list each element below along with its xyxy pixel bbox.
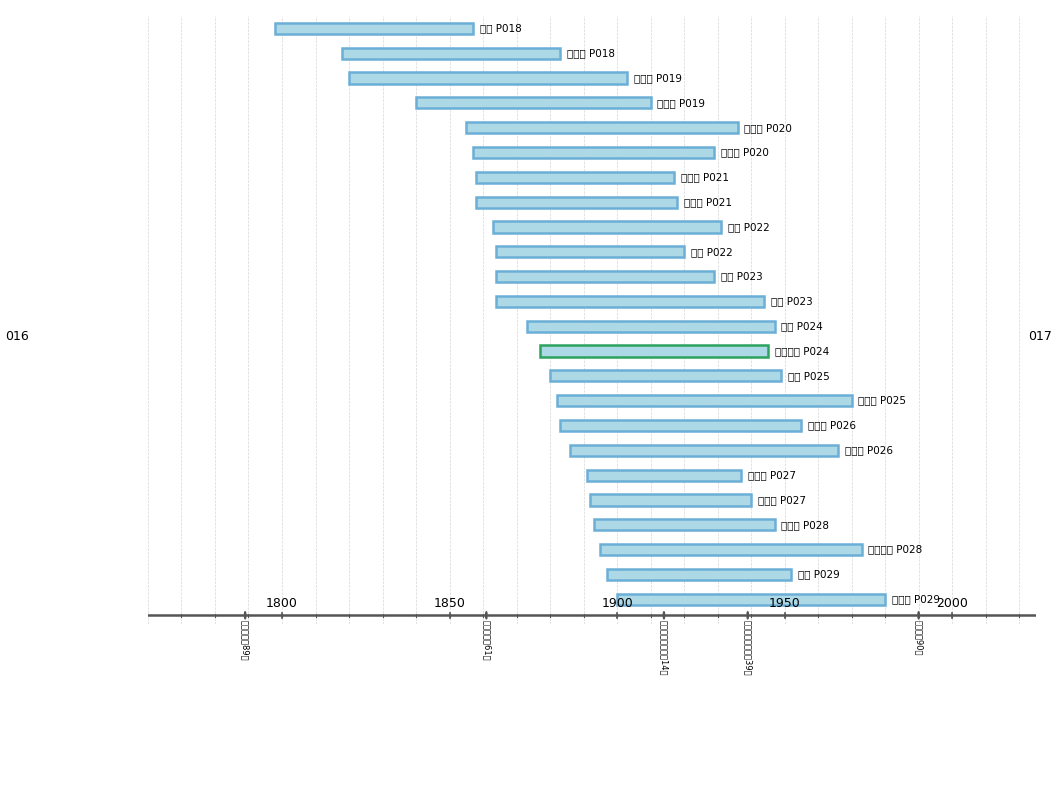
Bar — [477, 197, 678, 208]
Text: 1850: 1850 — [433, 597, 465, 610]
Bar — [557, 395, 852, 406]
Text: 2000: 2000 — [937, 597, 968, 610]
Bar — [526, 321, 775, 332]
Bar — [607, 569, 792, 580]
Bar — [497, 296, 764, 307]
Bar — [550, 370, 781, 382]
Text: 017: 017 — [1027, 330, 1052, 342]
Text: 齊美爾 P021: 齊美爾 P021 — [684, 197, 733, 207]
Text: 加塞特 P026: 加塞特 P026 — [808, 421, 856, 430]
Text: 滕尼斯 P020: 滕尼斯 P020 — [744, 122, 793, 133]
Bar — [275, 23, 472, 34]
Text: 韋伯 P022: 韋伯 P022 — [691, 246, 733, 257]
Text: 第一次世界大戰（14）: 第一次世界大戰（14） — [660, 620, 668, 676]
Bar — [497, 271, 715, 282]
Text: 涂爾幹 P021: 涂爾幹 P021 — [681, 172, 728, 182]
Bar — [560, 420, 801, 431]
Bar — [472, 147, 715, 158]
Text: 佛洛姆 P029: 佛洛姆 P029 — [892, 594, 940, 604]
Text: 1900: 1900 — [601, 597, 633, 610]
Bar — [600, 544, 861, 555]
Text: 法國革命（89）: 法國革命（89） — [241, 620, 249, 661]
Text: 史賓賽 P019: 史賓賽 P019 — [634, 73, 682, 83]
Text: 阿布瓦希 P024: 阿布瓦希 P024 — [775, 346, 829, 356]
Bar — [416, 98, 650, 109]
Bar — [342, 48, 560, 59]
Bar — [590, 494, 752, 506]
Text: 孔德 P018: 孔德 P018 — [480, 23, 521, 34]
Text: 曼海姆 P028: 曼海姆 P028 — [781, 520, 830, 530]
Text: 霍克海默 P028: 霍克海默 P028 — [869, 545, 923, 554]
Bar — [493, 222, 721, 233]
Text: 米德 P022: 米德 P022 — [727, 222, 769, 232]
Text: 佘斯 P024: 佘斯 P024 — [781, 322, 823, 331]
Bar — [349, 73, 627, 84]
Bar — [617, 594, 885, 605]
Text: 016: 016 — [5, 330, 29, 342]
Text: 第二次世界大戰（39）: 第二次世界大戰（39） — [743, 620, 753, 676]
Text: 顧里 P023: 顧里 P023 — [721, 271, 763, 282]
Text: 梅奧 P025: 梅奧 P025 — [787, 371, 830, 381]
Bar — [587, 470, 741, 481]
Text: 范伯倫 P020: 范伯倫 P020 — [721, 147, 768, 158]
Bar — [497, 246, 684, 258]
Text: 蘇聯解（90）: 蘇聯解（90） — [914, 620, 923, 656]
Bar — [477, 172, 674, 183]
Text: 1800: 1800 — [266, 597, 298, 610]
Text: 麥凱佛 P025: 麥凱佛 P025 — [858, 396, 906, 406]
Text: 馬克思 P018: 馬克思 P018 — [567, 48, 615, 58]
Text: 伯吉斯 P026: 伯吉斯 P026 — [845, 446, 893, 455]
Text: 葛蘭西 P027: 葛蘭西 P027 — [747, 470, 796, 480]
Text: 沃斯 P029: 沃斯 P029 — [798, 570, 839, 579]
Text: 孫末楠 P019: 孫末楠 P019 — [657, 98, 705, 108]
Text: 班雅明 P027: 班雅明 P027 — [758, 495, 805, 505]
Bar — [570, 445, 838, 456]
Text: 帕克 P023: 帕克 P023 — [772, 296, 813, 306]
Bar — [540, 346, 767, 357]
Text: 南北戰爭（61）: 南北戰爭（61） — [482, 620, 490, 661]
Bar — [594, 519, 775, 530]
Bar — [466, 122, 738, 134]
Text: 1950: 1950 — [768, 597, 800, 610]
